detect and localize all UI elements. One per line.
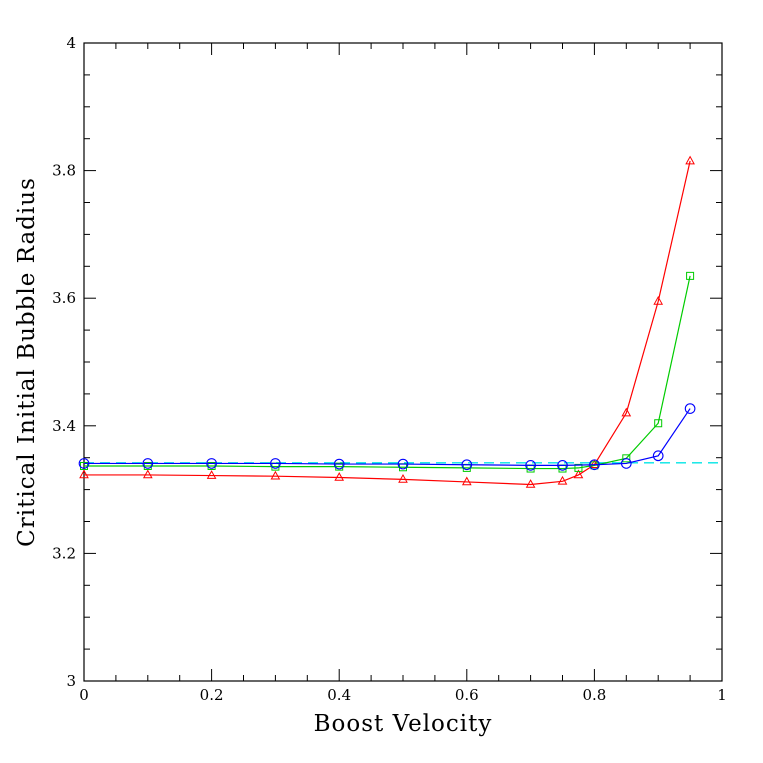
data-point bbox=[654, 419, 663, 428]
data-point bbox=[525, 479, 536, 488]
x-tick-label: 0.8 bbox=[582, 686, 606, 704]
ticks-layer bbox=[83, 42, 723, 682]
y-tick-label: 3.8 bbox=[52, 162, 76, 180]
data-point bbox=[557, 475, 568, 485]
x-tick-label: 0.6 bbox=[455, 686, 479, 704]
data-point bbox=[398, 473, 408, 483]
y-axis-title: Critical Initial Bubble Radius bbox=[14, 177, 40, 547]
data-point bbox=[397, 458, 409, 470]
data-point bbox=[334, 472, 345, 481]
data-point bbox=[684, 403, 696, 414]
data-point bbox=[557, 460, 568, 471]
data-point bbox=[142, 458, 154, 469]
data-point bbox=[574, 463, 583, 472]
series-line bbox=[84, 408, 691, 466]
y-tick-label: 3 bbox=[66, 672, 76, 690]
series-line bbox=[84, 275, 691, 470]
data-point bbox=[270, 458, 281, 469]
data-point bbox=[525, 460, 536, 471]
series-triangle bbox=[79, 155, 695, 488]
data-point bbox=[573, 469, 584, 479]
data-point bbox=[206, 470, 217, 479]
data-point bbox=[142, 469, 153, 479]
data-point bbox=[589, 459, 600, 471]
x-axis-title: Boost Velocity bbox=[314, 711, 493, 737]
y-tick-label: 3.4 bbox=[52, 417, 76, 435]
x-tick-label: 0.4 bbox=[327, 686, 351, 704]
y-tick-label: 3.2 bbox=[52, 544, 76, 562]
data-point bbox=[333, 458, 345, 470]
data-point bbox=[461, 476, 472, 486]
series-square bbox=[80, 271, 695, 473]
data-point bbox=[622, 454, 631, 463]
data-point bbox=[270, 470, 281, 480]
plot-frame bbox=[83, 42, 723, 682]
data-point bbox=[461, 459, 473, 471]
data-point bbox=[652, 450, 664, 462]
y-tick-label: 4 bbox=[66, 34, 76, 52]
x-tick-label: 0 bbox=[79, 686, 89, 704]
tick-labels-layer: 0 0.2 0.4 0.6 0.8 1 3 3.2 3.4 3.6 3.8 4 bbox=[52, 34, 727, 704]
series-circle bbox=[78, 403, 696, 471]
data-point bbox=[206, 458, 217, 469]
x-tick-label: 1 bbox=[717, 686, 727, 704]
data-point bbox=[78, 458, 90, 469]
data-point bbox=[686, 271, 695, 280]
data-point bbox=[653, 295, 664, 305]
data-point bbox=[621, 407, 632, 417]
y-tick-label: 3.6 bbox=[52, 289, 76, 307]
data-point bbox=[589, 459, 600, 469]
data-point bbox=[620, 458, 632, 469]
data-point bbox=[685, 155, 695, 165]
series-line bbox=[84, 160, 691, 486]
series-layer bbox=[78, 155, 696, 488]
x-tick-label: 0.2 bbox=[200, 686, 224, 704]
data-point bbox=[79, 469, 89, 479]
